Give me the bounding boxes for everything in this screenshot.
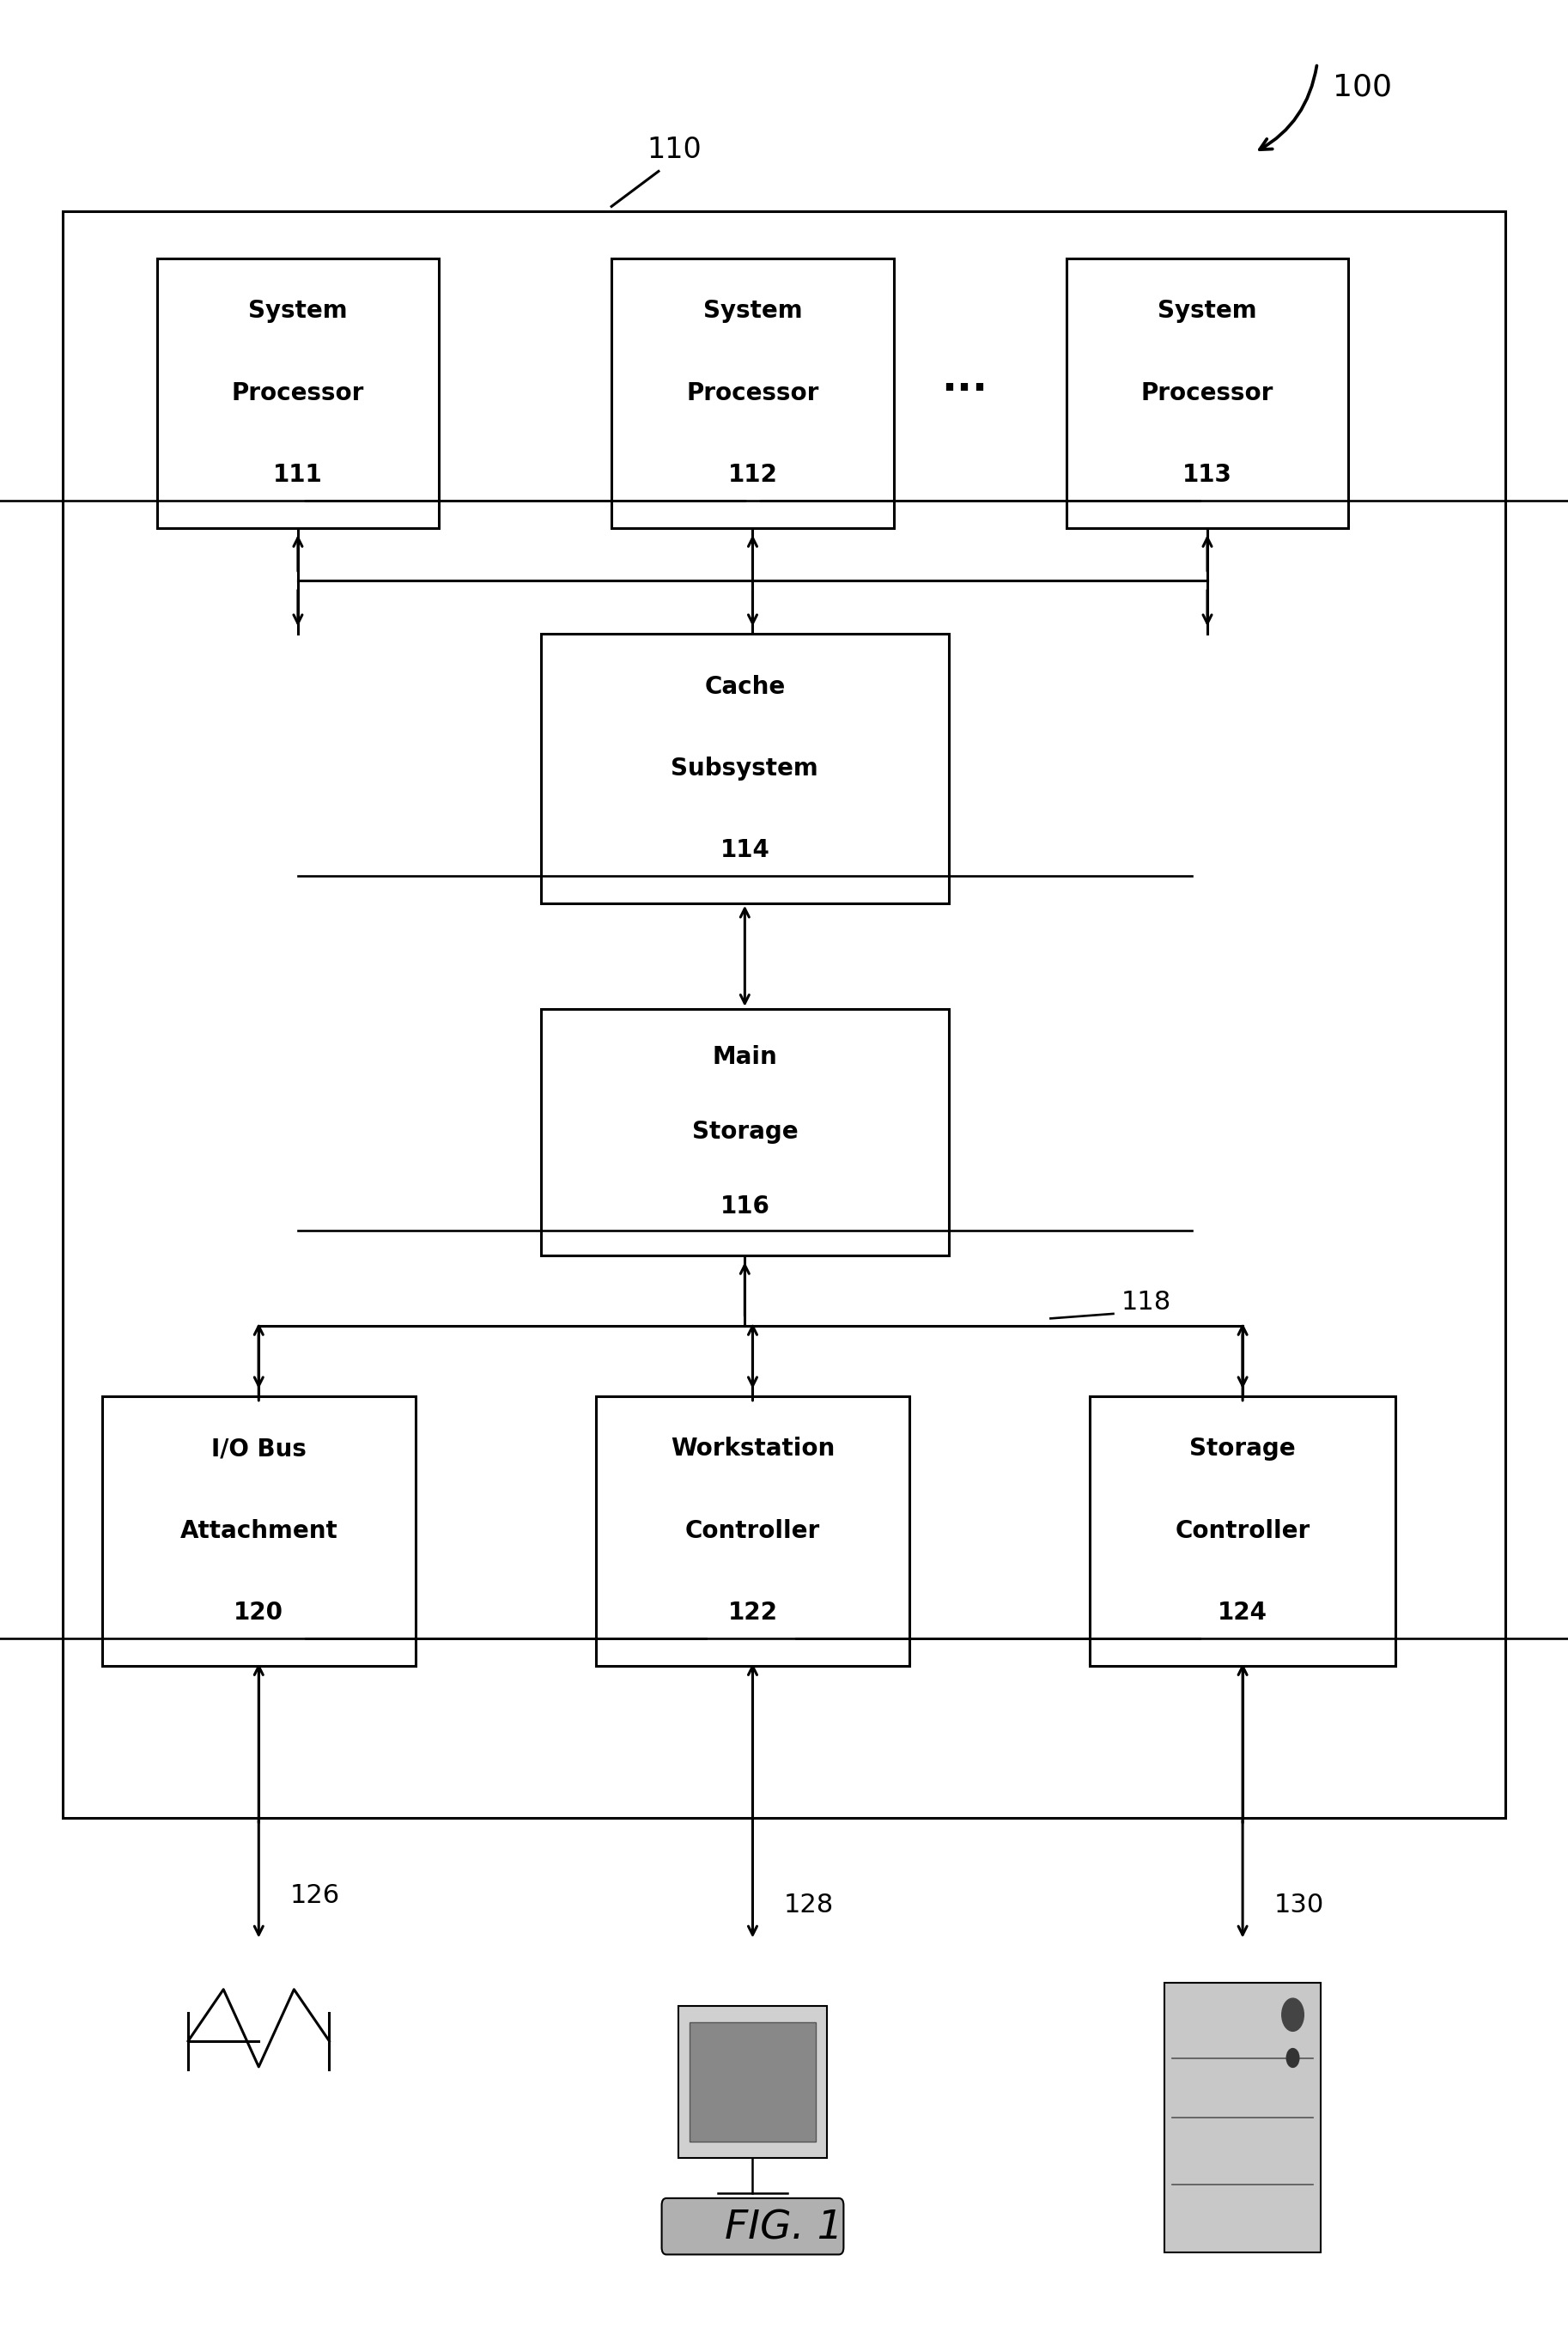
Text: Processor: Processor	[1142, 380, 1273, 406]
Text: 114: 114	[720, 838, 770, 861]
Text: Attachment: Attachment	[180, 1518, 337, 1544]
Text: 128: 128	[784, 1893, 834, 1917]
Bar	[1163, 1982, 1320, 2252]
Bar	[541, 1009, 949, 1255]
Text: 116: 116	[720, 1194, 770, 1218]
Bar	[677, 2006, 828, 2158]
Text: 130: 130	[1273, 1893, 1323, 1917]
Bar	[596, 1396, 909, 1666]
Text: Processor: Processor	[232, 380, 364, 406]
Text: 124: 124	[1218, 1600, 1267, 1623]
Bar	[102, 1396, 416, 1666]
Circle shape	[1286, 2048, 1298, 2067]
Text: Main: Main	[712, 1046, 778, 1070]
Text: 110: 110	[648, 136, 701, 164]
Bar	[157, 258, 439, 528]
Text: Storage: Storage	[691, 1119, 798, 1145]
Text: Processor: Processor	[687, 380, 818, 406]
Text: System: System	[248, 300, 348, 324]
Bar	[690, 2022, 815, 2142]
Text: Storage: Storage	[1190, 1438, 1295, 1462]
Text: 113: 113	[1182, 462, 1232, 486]
Text: 111: 111	[273, 462, 323, 486]
Text: 118: 118	[1121, 1290, 1171, 1314]
Bar	[63, 211, 1505, 1818]
Text: 120: 120	[234, 1600, 284, 1623]
Circle shape	[1281, 1999, 1303, 2032]
Text: I/O Bus: I/O Bus	[212, 1438, 306, 1462]
Text: 122: 122	[728, 1600, 778, 1623]
Bar	[612, 258, 894, 528]
Text: FIG. 1: FIG. 1	[724, 2210, 844, 2247]
FancyBboxPatch shape	[662, 2198, 844, 2255]
Text: System: System	[702, 300, 803, 324]
Text: 100: 100	[1333, 73, 1392, 101]
Text: Cache: Cache	[704, 676, 786, 699]
Text: ...: ...	[941, 361, 988, 399]
Text: Controller: Controller	[685, 1518, 820, 1544]
Text: Subsystem: Subsystem	[671, 755, 818, 781]
Bar	[1090, 1396, 1396, 1666]
Text: Workstation: Workstation	[671, 1438, 834, 1462]
Text: 126: 126	[290, 1884, 340, 1907]
Bar	[541, 633, 949, 903]
Bar	[1066, 258, 1348, 528]
Text: System: System	[1157, 300, 1258, 324]
Text: Controller: Controller	[1174, 1518, 1311, 1544]
Text: 112: 112	[728, 462, 778, 486]
